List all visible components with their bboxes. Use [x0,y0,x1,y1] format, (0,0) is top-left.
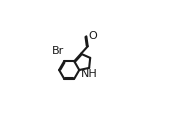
Text: NH: NH [81,69,98,79]
Text: O: O [88,31,97,41]
Text: Br: Br [52,46,64,56]
